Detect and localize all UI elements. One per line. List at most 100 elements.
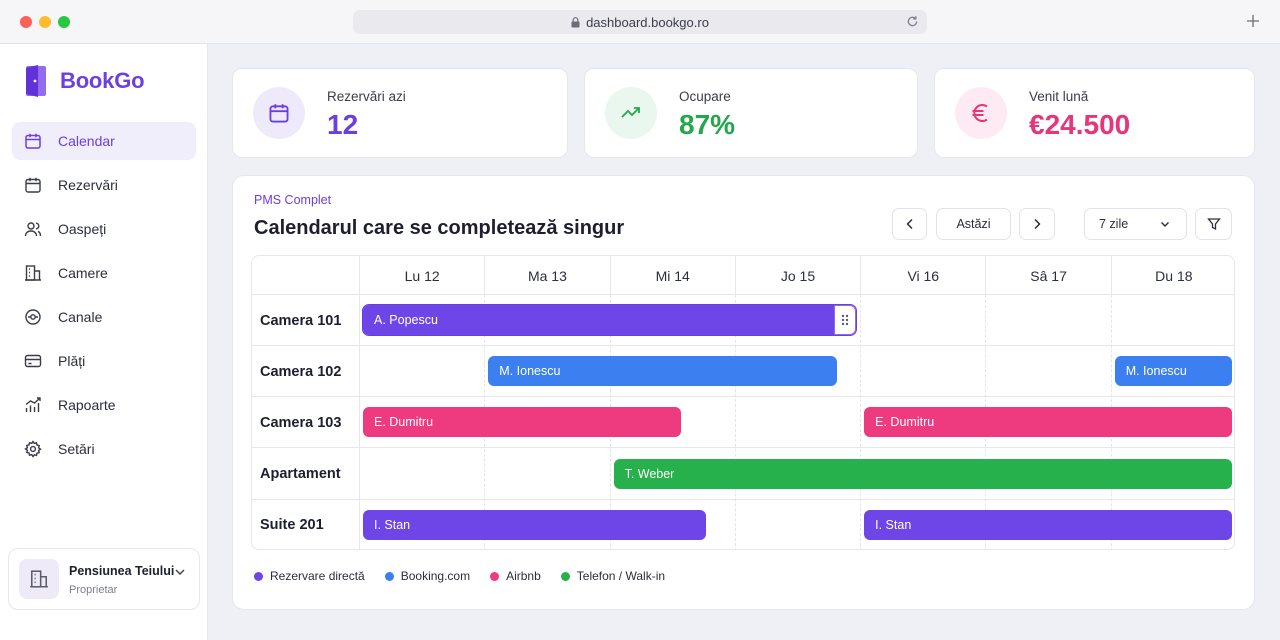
- sidebar-item-label: Calendar: [58, 133, 115, 149]
- stat-value: 87%: [679, 109, 736, 140]
- legend-label: Booking.com: [400, 569, 471, 583]
- minimize-window-button[interactable]: [39, 16, 51, 28]
- stat-card-revenue: Venit lună €24.500: [934, 68, 1255, 158]
- sidebar-item-rapoarte[interactable]: Rapoarte: [12, 386, 196, 424]
- room-row: Suite 201: [252, 500, 1234, 549]
- account-name: Pensiunea Teiului: [69, 564, 175, 578]
- legend-swatch: [490, 571, 500, 581]
- account-role: Proprietar: [69, 584, 118, 596]
- sidebar-item-label: Rezervări: [58, 177, 118, 193]
- filter-icon: [1206, 218, 1221, 231]
- booking-guest-name: T. Weber: [624, 466, 675, 481]
- legend-item: Airbnb: [490, 569, 541, 583]
- stat-value: 12: [327, 109, 359, 140]
- sidebar-item-camere[interactable]: Camere: [12, 254, 196, 292]
- sidebar-item-label: Canale: [58, 309, 103, 325]
- grid-divider: [359, 295, 360, 549]
- booking-bar[interactable]: T. Weber: [613, 458, 1232, 489]
- legend-label: Rezervare directă: [270, 569, 365, 583]
- next-week-button[interactable]: [1019, 208, 1055, 240]
- legend-label: Airbnb: [506, 569, 541, 583]
- chevron-left-icon: [905, 218, 913, 230]
- door-logo-icon: [26, 65, 46, 97]
- legend-item: Booking.com: [384, 569, 471, 583]
- panel-eyebrow: PMS Complet: [254, 193, 332, 207]
- room-label: Suite 201: [260, 517, 324, 534]
- filter-button[interactable]: [1195, 208, 1232, 240]
- day-header: Mi 14: [609, 256, 735, 295]
- booking-guest-name: M. Ionescu: [1125, 364, 1187, 379]
- brand[interactable]: BookGo: [24, 64, 145, 98]
- maximize-window-button[interactable]: [58, 16, 70, 28]
- booking-bar[interactable]: I. Stan: [864, 509, 1232, 540]
- reload-icon[interactable]: [906, 15, 919, 28]
- sidebar-item-calendar[interactable]: Calendar: [12, 122, 196, 160]
- room-row: Camera 101: [252, 295, 1234, 346]
- today-button[interactable]: Astăzi: [936, 208, 1011, 240]
- legend-swatch: [384, 571, 394, 581]
- booking-bar[interactable]: M. Ionescu: [488, 356, 838, 387]
- booking-bar[interactable]: I. Stan: [363, 509, 706, 540]
- booking-guest-name: E. Dumitru: [374, 415, 434, 430]
- drag-handle-icon[interactable]: [834, 305, 857, 335]
- stat-card-bookings: Rezervări azi 12: [232, 68, 568, 158]
- account-switcher[interactable]: Pensiunea Teiului Proprietar: [8, 548, 200, 610]
- booking-guest-name: M. Ionescu: [499, 364, 561, 379]
- day-header: Sâ 17: [985, 256, 1110, 295]
- stat-label: Ocupare: [679, 89, 731, 104]
- room-label: Apartament: [260, 466, 341, 483]
- stat-label: Rezervări azi: [327, 89, 406, 104]
- legend-label: Telefon / Walk-in: [576, 569, 666, 583]
- stat-icon-bg: [253, 87, 305, 139]
- sidebar-item-plati[interactable]: Plăți: [12, 342, 196, 380]
- stat-icon-bg: [955, 87, 1007, 139]
- building-icon: [30, 570, 48, 588]
- chart-icon: [25, 397, 41, 412]
- browser-toolbar: dashboard.bookgo.ro: [0, 0, 1280, 44]
- range-select-value: 7 zile: [1099, 217, 1129, 231]
- booking-calendar-grid: Lu 12 Ma 13 Mi 14 Jo 15 Vi 16 Sâ 17 Du 18 Came…: [251, 255, 1235, 550]
- grid-divider: [860, 295, 862, 549]
- room-label: Camera 101: [260, 312, 342, 329]
- booking-guest-name: I. Stan: [374, 517, 411, 532]
- close-window-button[interactable]: [20, 16, 32, 28]
- booking-bar[interactable]: M. Ionescu: [1114, 356, 1232, 387]
- calendar-icon: [269, 104, 289, 123]
- sidebar-item-rezervari[interactable]: Rezervări: [12, 166, 196, 204]
- stat-card-occupancy: Ocupare 87%: [584, 68, 918, 158]
- stat-icon-bg: [605, 87, 657, 139]
- app-name: BookGo: [60, 68, 145, 93]
- legend-item: Telefon / Walk-in: [560, 569, 666, 583]
- sidebar-item-label: Camere: [58, 265, 108, 281]
- page-title: Calendarul care se completează singur: [254, 217, 625, 239]
- room-label: Camera 102: [260, 363, 342, 380]
- euro-icon: [972, 104, 988, 122]
- avatar: [19, 559, 59, 599]
- room-label: Camera 103: [260, 414, 342, 431]
- address-bar[interactable]: dashboard.bookgo.ro: [353, 10, 927, 34]
- sidebar-item-canale[interactable]: Canale: [12, 298, 196, 336]
- stat-label: Venit lună: [1029, 89, 1089, 104]
- booking-bar[interactable]: A. Popescu: [361, 304, 858, 336]
- room-row: Camera 103: [252, 397, 1234, 449]
- range-select[interactable]: 7 zile: [1084, 208, 1187, 240]
- users-icon: [24, 222, 42, 237]
- sidebar: BookGo Calendar Rezervări Oaspeți Camere…: [0, 44, 208, 640]
- sidebar-item-label: Setări: [58, 441, 95, 457]
- prev-week-button[interactable]: [892, 208, 927, 240]
- calendar-icon: [25, 177, 41, 193]
- gear-icon: [24, 440, 42, 458]
- booking-bar[interactable]: E. Dumitru: [363, 407, 681, 438]
- booking-bar[interactable]: E. Dumitru: [864, 407, 1232, 438]
- channels-icon: [25, 309, 41, 325]
- day-header: Jo 15: [734, 256, 860, 295]
- url-text: dashboard.bookgo.ro: [586, 14, 709, 30]
- building-icon: [25, 265, 41, 281]
- sidebar-item-setari[interactable]: Setări: [12, 430, 196, 468]
- room-row: Camera 102: [252, 346, 1234, 398]
- sidebar-item-oaspeti[interactable]: Oaspeți: [12, 210, 196, 248]
- new-tab-icon[interactable]: [1246, 14, 1260, 28]
- sidebar-item-label: Oaspeți: [58, 221, 107, 237]
- calendar-panel: PMS Complet Calendarul care se completea…: [232, 175, 1255, 610]
- booking-guest-name: I. Stan: [875, 517, 912, 532]
